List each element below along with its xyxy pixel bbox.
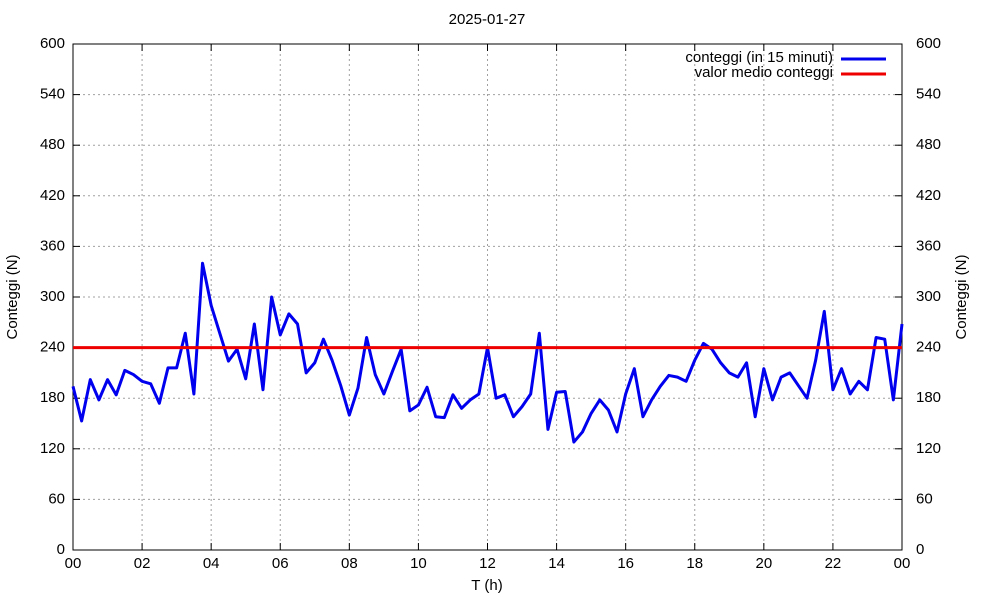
x-tick-label: 00	[894, 555, 911, 572]
legend-label: conteggi (in 15 minuti)	[685, 49, 833, 66]
x-tick-label: 10	[410, 555, 427, 572]
y-axis-label: Conteggi (N)	[4, 254, 21, 339]
x-tick-label: 16	[617, 555, 634, 572]
x-tick-label: 14	[548, 555, 565, 572]
y-tick-label: 180	[40, 389, 65, 406]
y2-tick-label: 420	[916, 187, 941, 204]
y2-tick-label: 240	[916, 339, 941, 356]
y2-tick-label: 300	[916, 288, 941, 305]
y2-tick-label: 0	[916, 541, 924, 558]
legend-label: valor medio conteggi	[695, 64, 833, 81]
y2-tick-label: 120	[916, 440, 941, 457]
y-tick-label: 240	[40, 339, 65, 356]
y-tick-label: 300	[40, 288, 65, 305]
y2-tick-label: 600	[916, 35, 941, 52]
y-tick-label: 480	[40, 136, 65, 153]
x-axis-label: T (h)	[471, 577, 502, 594]
y-tick-label: 60	[48, 490, 65, 507]
x-tick-label: 20	[755, 555, 772, 572]
x-tick-label: 00	[65, 555, 82, 572]
x-tick-label: 18	[686, 555, 703, 572]
plot-frame	[72, 43, 903, 551]
y-tick-label: 0	[57, 541, 65, 558]
y-tick-label: 420	[40, 187, 65, 204]
y-tick-label: 120	[40, 440, 65, 457]
chart-title: 2025-01-27	[449, 11, 526, 28]
y2-tick-label: 180	[916, 389, 941, 406]
x-tick-label: 06	[272, 555, 289, 572]
y2-tick-label: 60	[916, 490, 933, 507]
y2-axis-label: Conteggi (N)	[953, 254, 970, 339]
y2-tick-label: 540	[916, 86, 941, 103]
x-tick-label: 02	[134, 555, 151, 572]
y2-tick-label: 480	[916, 136, 941, 153]
x-tick-label: 12	[479, 555, 496, 572]
y-tick-label: 360	[40, 237, 65, 254]
x-tick-label: 08	[341, 555, 358, 572]
y2-tick-label: 360	[916, 237, 941, 254]
x-tick-label: 04	[203, 555, 220, 572]
y-tick-label: 600	[40, 35, 65, 52]
y-tick-label: 540	[40, 86, 65, 103]
x-tick-label: 22	[825, 555, 842, 572]
